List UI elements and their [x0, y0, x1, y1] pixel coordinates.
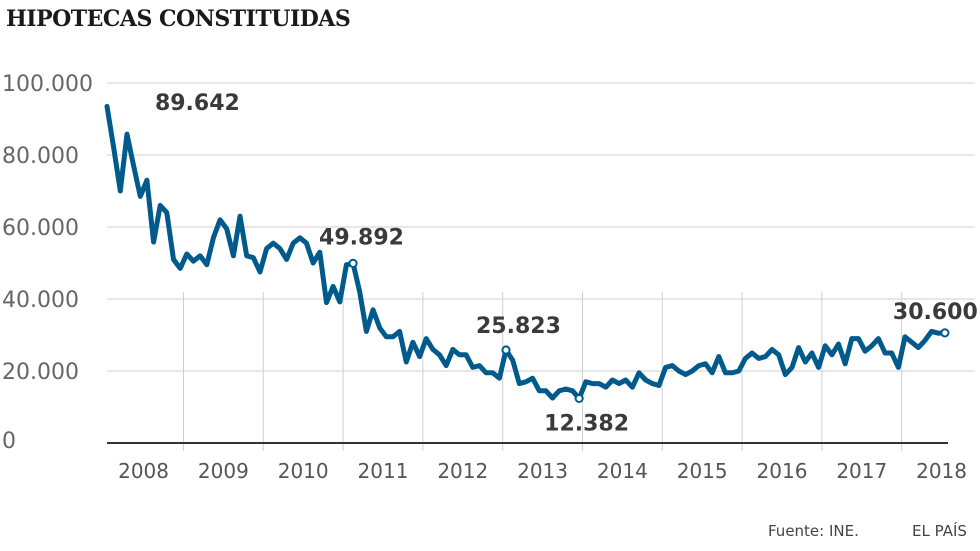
annotation-label-60: 25.823 — [476, 314, 561, 339]
x-tick-label-2012: 2012 — [437, 459, 488, 483]
y-tick-label-40000: 40.000 — [2, 288, 79, 313]
x-tick-label-2014: 2014 — [597, 459, 648, 483]
y-tick-label-20000: 20.000 — [2, 360, 79, 385]
annotation-markers — [348, 258, 950, 404]
annotation-labels: 89.642 49.892 25.823 12.382 30.600 — [155, 91, 978, 436]
grid-lines — [107, 82, 975, 451]
x-tick-label-2017: 2017 — [836, 459, 887, 483]
annotation-label-71: 12.382 — [544, 411, 629, 436]
x-tick-label-2011: 2011 — [358, 459, 409, 483]
x-tick-label-2009: 2009 — [198, 459, 249, 483]
marker-126 — [940, 328, 950, 338]
y-tick-label-80000: 80.000 — [2, 144, 79, 169]
x-tick-label-2010: 2010 — [278, 459, 329, 483]
annotation-label-37: 49.892 — [319, 225, 404, 250]
chart-title: HIPOTECAS CONSTITUIDAS — [6, 6, 351, 32]
marker-37 — [348, 258, 358, 268]
x-tick-label-2018: 2018 — [916, 459, 967, 483]
publisher-credit: EL PAÍS — [912, 522, 967, 540]
annotation-label-3: 89.642 — [155, 91, 240, 116]
x-tick-label-2013: 2013 — [517, 459, 568, 483]
x-tick-label-2008: 2008 — [118, 459, 169, 483]
x-axis-ticks: 2008 2009 2010 2011 2012 2013 2014 2015 2016 2017… — [118, 459, 967, 483]
marker-60 — [501, 345, 511, 355]
y-axis-ticks: 0 20.000 40.000 60.000 80.000 100.000 — [2, 72, 93, 454]
x-tick-label-2015: 2015 — [677, 459, 728, 483]
source-note: Fuente: INE. — [768, 522, 859, 540]
marker-71 — [574, 393, 584, 404]
x-tick-label-2016: 2016 — [757, 459, 808, 483]
y-tick-label-0: 0 — [2, 429, 16, 454]
series-line-hipotecas — [104, 103, 948, 401]
y-tick-label-60000: 60.000 — [2, 216, 79, 241]
annotation-label-126: 30.600 — [893, 300, 978, 325]
y-tick-label-100000: 100.000 — [2, 72, 93, 97]
